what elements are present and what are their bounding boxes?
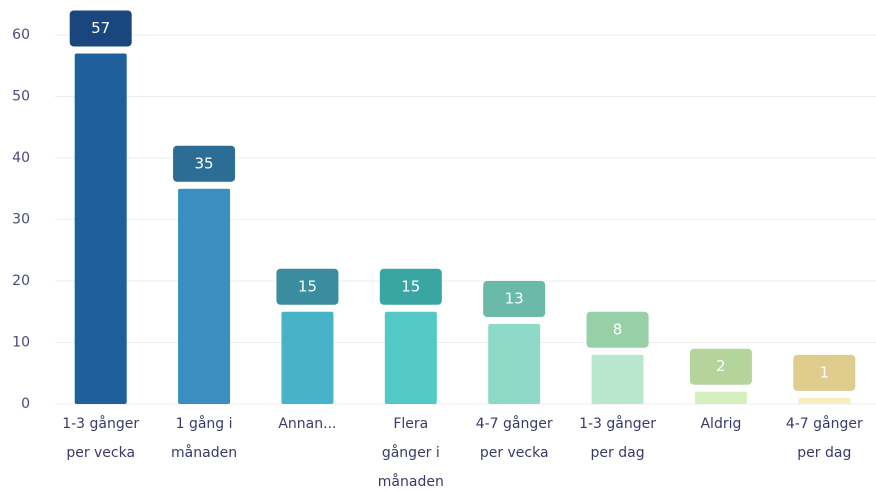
bar bbox=[74, 53, 127, 404]
value-label-box bbox=[173, 145, 236, 182]
x-tick-label: per vecka bbox=[480, 445, 549, 461]
y-tick-label: 60 bbox=[12, 27, 30, 43]
y-tick-label: 20 bbox=[12, 273, 30, 289]
x-tick-label: 4-7 gånger bbox=[476, 415, 553, 432]
y-tick-label: 50 bbox=[12, 89, 30, 105]
bar bbox=[281, 311, 334, 404]
value-label: 1 bbox=[820, 363, 830, 381]
value-label-box bbox=[379, 268, 442, 305]
x-tick-label: Aldrig bbox=[700, 416, 741, 432]
value-label: 13 bbox=[505, 290, 524, 308]
bar bbox=[694, 391, 747, 404]
bar bbox=[178, 188, 231, 404]
value-label: 15 bbox=[401, 277, 420, 295]
x-tick-label: 4-7 gånger bbox=[786, 415, 863, 432]
value-label: 2 bbox=[716, 357, 726, 375]
value-label: 15 bbox=[298, 277, 317, 295]
value-label: 35 bbox=[195, 154, 214, 172]
x-tick-label: Flera bbox=[393, 416, 428, 432]
value-label-box bbox=[276, 268, 339, 305]
value-label-box bbox=[586, 311, 649, 348]
value-label-box bbox=[483, 281, 546, 318]
bar bbox=[798, 397, 851, 404]
x-tick-label: månaden bbox=[378, 473, 444, 490]
bar bbox=[384, 311, 437, 404]
y-tick-label: 30 bbox=[12, 212, 30, 228]
x-tick-label: per dag bbox=[797, 445, 851, 461]
x-tick-label: per dag bbox=[591, 445, 645, 461]
x-tick-label: 1-3 gånger bbox=[62, 415, 139, 432]
x-tick-label: 1 gång i bbox=[176, 415, 233, 432]
value-label: 8 bbox=[613, 320, 623, 338]
x-tick-label: Annan... bbox=[278, 416, 336, 432]
x-tick-label: gånger i bbox=[382, 444, 440, 461]
x-tick-label: 1-3 gånger bbox=[579, 415, 656, 432]
x-tick-label: per vecka bbox=[66, 445, 135, 461]
y-tick-label: 40 bbox=[12, 150, 30, 166]
value-label-box bbox=[689, 348, 752, 385]
value-label-box bbox=[793, 354, 856, 391]
bar bbox=[591, 354, 644, 404]
x-tick-label: månaden bbox=[171, 444, 237, 461]
y-tick-label: 0 bbox=[21, 396, 30, 412]
value-label: 57 bbox=[91, 19, 110, 37]
bar bbox=[488, 324, 541, 404]
y-tick-label: 10 bbox=[12, 335, 30, 351]
value-label-box bbox=[69, 10, 132, 47]
